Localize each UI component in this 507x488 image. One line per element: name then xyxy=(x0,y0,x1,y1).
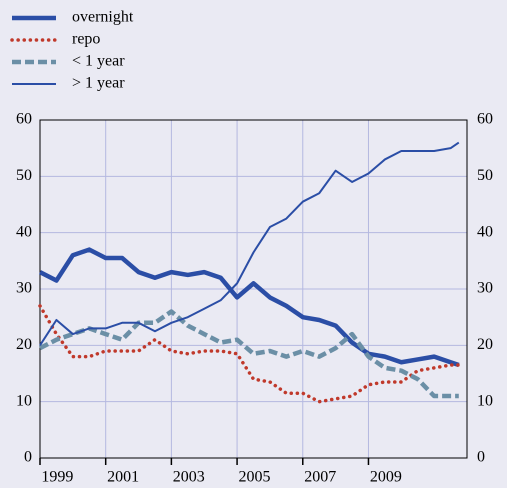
y-tick-label: 60 xyxy=(16,111,32,128)
legend-label: < 1 year xyxy=(72,53,125,70)
y-tick-label: 40 xyxy=(16,223,32,240)
x-tick-label: 2001 xyxy=(107,469,139,486)
x-tick-label: 2009 xyxy=(370,469,402,486)
legend-label: overnight xyxy=(72,9,134,26)
series-line xyxy=(38,247,460,368)
y-tick-label: 10 xyxy=(16,392,32,409)
y-tick-label-right: 20 xyxy=(477,336,493,353)
y-tick-label-right: 40 xyxy=(477,223,493,240)
series-line xyxy=(38,304,461,404)
x-tick-label: 1999 xyxy=(41,469,73,486)
plot-frame xyxy=(39,119,468,459)
y-tick-label-right: 0 xyxy=(477,449,485,466)
x-tick-label: 2007 xyxy=(304,469,336,486)
legend-label: repo xyxy=(72,31,100,48)
y-tick-label: 0 xyxy=(24,449,32,466)
x-tick-label: 2005 xyxy=(239,469,271,486)
y-tick-label: 20 xyxy=(16,336,32,353)
x-tick-label: 2003 xyxy=(173,469,205,486)
y-tick-label-right: 60 xyxy=(477,111,493,128)
y-tick-label-right: 50 xyxy=(477,167,493,184)
series-line xyxy=(39,141,460,346)
legend-label: > 1 year xyxy=(72,75,125,92)
y-tick-label: 50 xyxy=(16,167,32,184)
y-tick-label-right: 10 xyxy=(477,392,493,409)
y-tick-label: 30 xyxy=(16,280,32,297)
y-tick-label-right: 30 xyxy=(477,280,493,297)
